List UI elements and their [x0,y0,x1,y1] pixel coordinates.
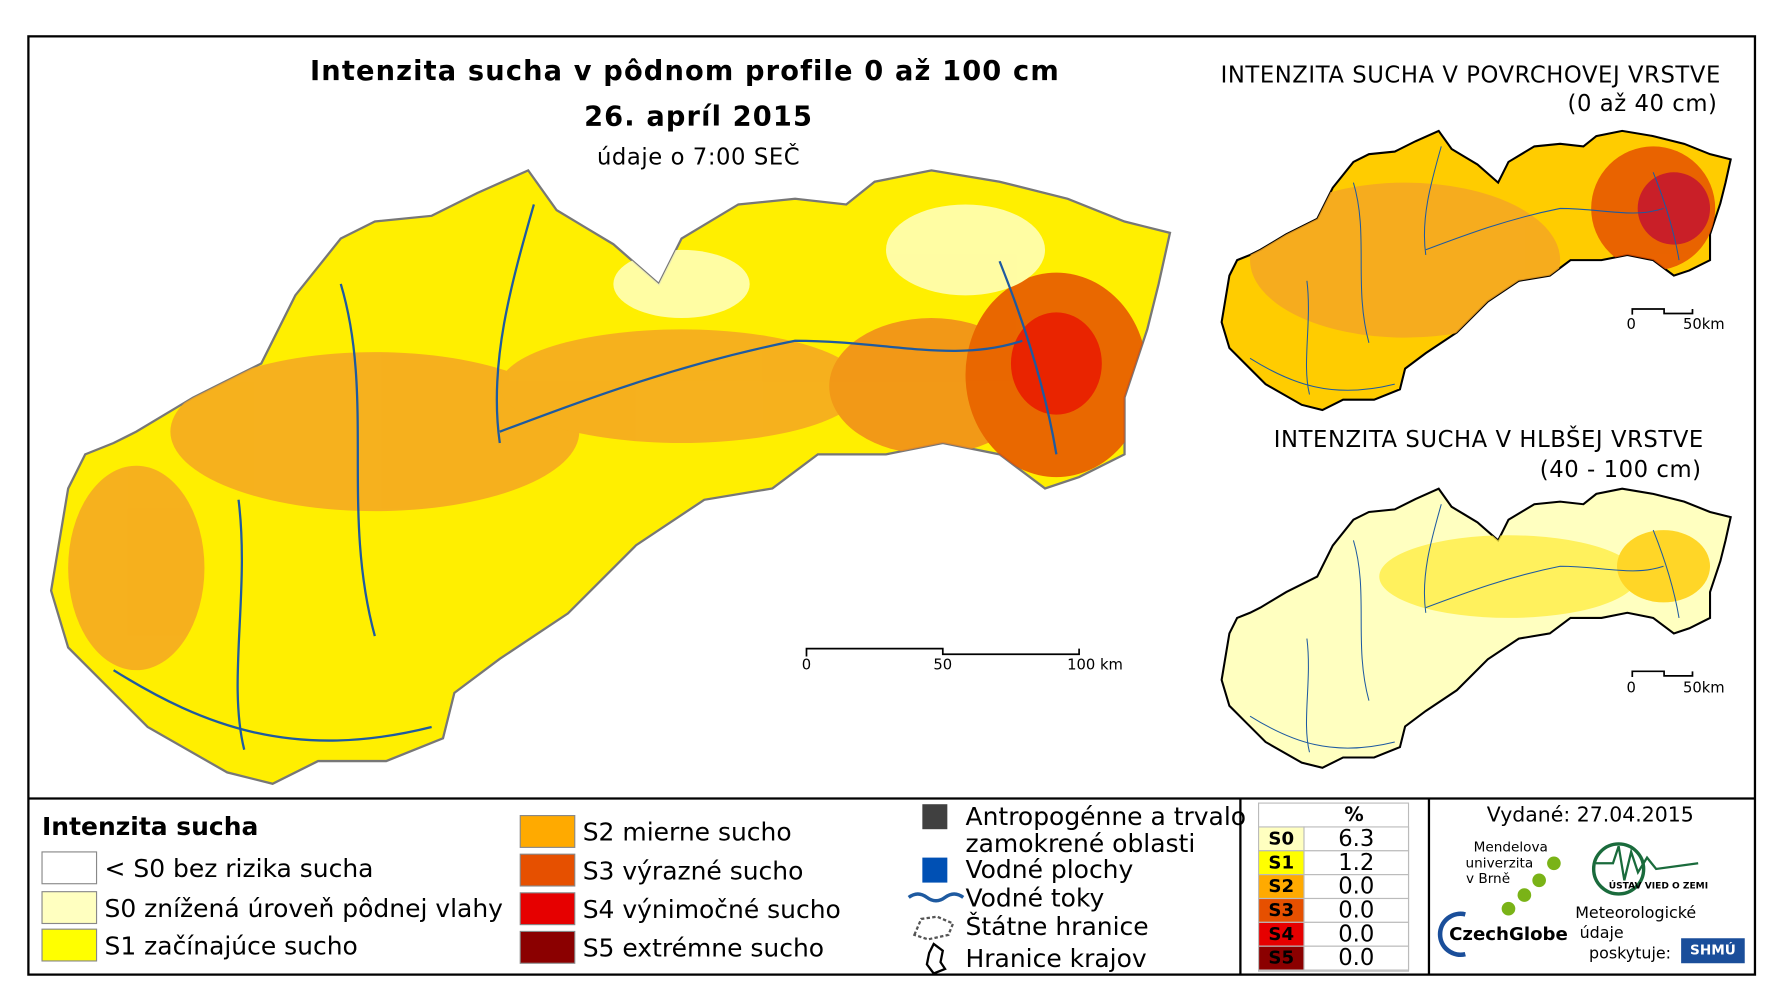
table-value-cell [1303,945,1410,971]
legend-label: Štátne hranice [966,911,1149,941]
legend-label: Antropogénne a trvalo [966,802,1247,831]
legend-label: S4 výnimočné sucho [583,895,841,924]
inset-bottom-map [1220,487,1732,769]
scale-label: 50km [1683,679,1725,696]
logo-text: SHMÚ [1690,941,1736,959]
legend-swatch [519,815,576,848]
main-subtitle: údaje o 7:00 SEČ [597,142,800,170]
issued-date: Vydané: 27.04.2015 [1487,803,1694,827]
legend-label: < S0 bez rizika sucha [105,854,374,883]
main-title: Intenzita sucha v pôdnom profile 0 až 10… [310,56,1060,87]
logo-text: Mendelova [1474,839,1548,855]
inset-title: INTENZITA SUCHA V HLBŠEJ VRSTVE [1274,425,1704,453]
scale-label: 50km [1683,316,1725,333]
legend-label: Vodné toky [966,884,1105,913]
legend-label: S3 výrazné sucho [583,856,804,885]
logo-text: poskytuje: [1589,944,1671,963]
table-percent: 0.0 [1338,945,1374,971]
table-percent: 6.3 [1338,826,1374,852]
main-date: 26. apríl 2015 [584,102,813,133]
logo-text: v Brně [1466,871,1510,887]
inset-title: INTENZITA SUCHA V POVRCHOVEJ VRSTVE [1221,63,1721,89]
logo-text: ÚSTAV VIED O ZEMI [1609,880,1708,892]
legend-swatch [519,892,576,926]
legend-title: Intenzita sucha [42,812,258,841]
logo-text: CzechGlobe [1449,924,1568,945]
logos: Mendelova univerzita v Brně CzechGlobe Ú… [1437,839,1745,964]
inset-top-map [1220,129,1732,412]
legend-label: S0 znížená úroveň pôdnej vlahy [105,894,504,923]
logo-text: univerzita [1466,855,1534,871]
table-code: S1 [1268,852,1294,873]
scale-label: 0 [802,657,811,674]
table-code: S5 [1268,948,1294,969]
legend: < S0 bez rizika sucha S0 znížená úroveň p… [41,802,1247,975]
table-code: S0 [1268,828,1294,849]
legend-swatch [907,892,965,903]
legend-label: zamokrené oblasti [966,829,1196,858]
legend-swatch [925,942,947,975]
legend-label: S2 mierne sucho [583,818,792,847]
table-code: S2 [1268,876,1294,897]
legend-label: Hranice krajov [966,944,1147,973]
main-map [49,169,1172,785]
legend-label: S1 začínajúce sucho [105,931,358,960]
legend-swatch [41,891,98,925]
scale-label: 100 km [1067,657,1123,674]
legend-label: S5 extrémne sucho [583,934,824,963]
legend-swatch [519,930,576,964]
table-percent: 0.0 [1338,874,1374,900]
inset-subtitle: (0 až 40 cm) [1568,91,1718,117]
scale-bars [805,308,1694,677]
table-percent: 0.0 [1338,897,1374,923]
table-code: S4 [1268,924,1294,945]
legend-swatch [912,915,955,941]
logo-text: údaje [1580,923,1624,942]
legend-swatch [41,928,98,962]
legend-label: Vodné plochy [966,855,1134,884]
table-percent: 1.2 [1338,850,1374,876]
legend-swatch [519,853,576,887]
legend-swatch [922,804,948,830]
legend-swatch [41,851,98,885]
legend-swatch [922,857,948,883]
percent-table: S0 6.3 S1 1.2 S2 0.0 S3 0.0 S4 0.0 S5 0.0 [1258,826,1410,971]
logo-text: Meteorologické [1575,903,1696,922]
inset-subtitle: (40 - 100 cm) [1540,457,1702,483]
scale-label: 0 [1626,679,1635,696]
scale-label: 50 [933,657,952,674]
table-header: % [1344,803,1363,826]
table-code: S3 [1268,900,1294,921]
table-percent: 0.0 [1338,921,1374,947]
scale-label: 0 [1626,316,1635,333]
